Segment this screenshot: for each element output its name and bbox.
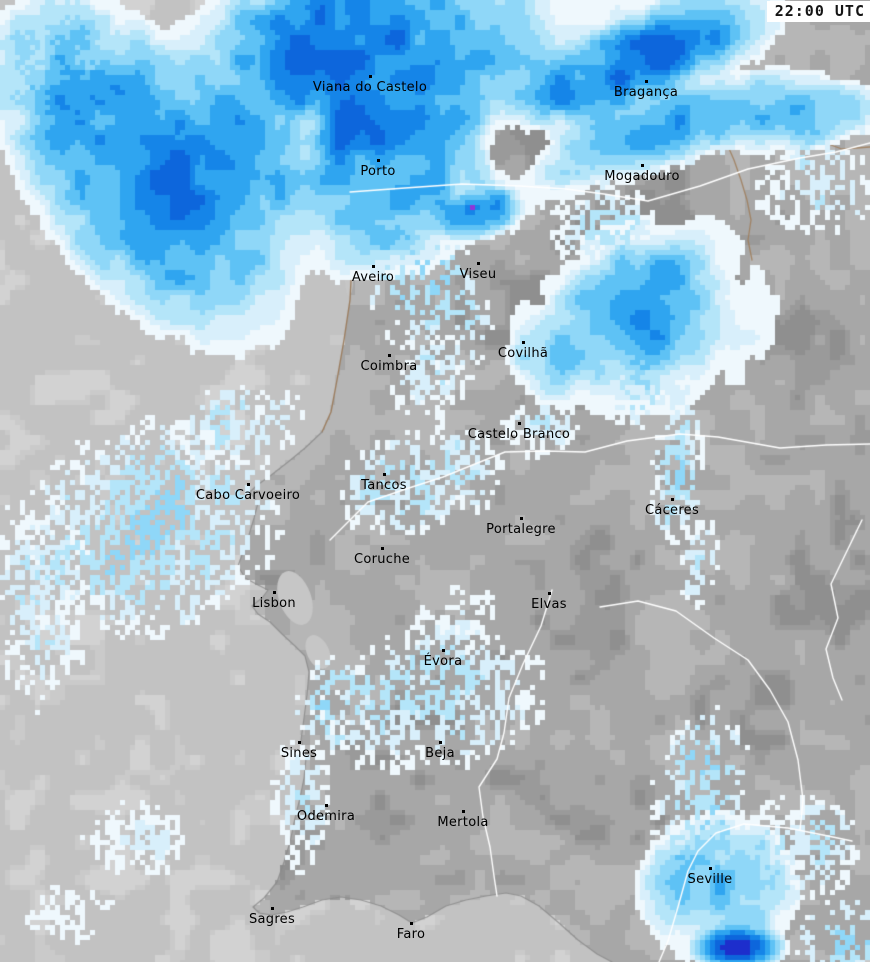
city-dot-porto	[377, 159, 380, 162]
city-label-aveiro: Aveiro	[351, 270, 395, 285]
city-dot-viana-do-castelo	[369, 75, 372, 78]
city-dot-sagres	[271, 907, 274, 910]
city-label-viseu: Viseu	[459, 267, 497, 282]
city-label-caceres: Cáceres	[644, 503, 700, 518]
city-dot-tancos	[383, 473, 386, 476]
timestamp-badge: 22:00 UTC	[766, 1, 870, 22]
city-label-tancos: Tancos	[361, 478, 407, 493]
city-dot-evora	[442, 649, 445, 652]
city-label-beja: Beja	[425, 746, 455, 761]
city-dot-aveiro	[372, 265, 375, 268]
city-label-portalegre: Portalegre	[486, 522, 556, 537]
city-label-coruche: Coruche	[353, 552, 411, 567]
timestamp-text: 22:00 UTC	[774, 2, 865, 20]
city-label-faro: Faro	[396, 927, 426, 942]
city-dot-seville	[709, 867, 712, 870]
city-label-coimbra: Coimbra	[360, 359, 418, 374]
city-dot-odemira	[325, 804, 328, 807]
city-label-braganca: Bragança	[613, 85, 679, 100]
city-dot-coruche	[381, 547, 384, 550]
city-label-covilha: Covilhã	[497, 346, 549, 361]
city-label-odemira: Odemira	[296, 809, 356, 824]
city-label-evora: Évora	[423, 654, 463, 669]
city-dot-cabo-carvoeiro	[247, 483, 250, 486]
city-label-mertola: Mertola	[437, 815, 489, 830]
city-label-porto: Porto	[360, 164, 396, 179]
city-dot-elvas	[548, 592, 551, 595]
city-dot-mogadouro	[641, 164, 644, 167]
city-label-mogadouro: Mogadouro	[604, 169, 680, 184]
city-dot-faro	[410, 922, 413, 925]
city-dot-mertola	[462, 810, 465, 813]
city-label-sines: Sines	[280, 746, 318, 761]
city-label-castelo-branco: Castelo Branco	[467, 427, 571, 442]
city-dot-viseu	[477, 262, 480, 265]
city-dot-beja	[439, 741, 442, 744]
city-dot-lisbon	[273, 591, 276, 594]
city-dot-coimbra	[388, 354, 391, 357]
city-dot-caceres	[671, 498, 674, 501]
city-label-elvas: Elvas	[531, 597, 567, 612]
city-label-seville: Seville	[687, 872, 733, 887]
city-label-cabo-carvoeiro: Cabo Carvoeiro	[195, 488, 301, 503]
city-label-sagres: Sagres	[248, 912, 296, 927]
city-dot-portalegre	[520, 517, 523, 520]
city-label-viana-do-castelo: Viana do Castelo	[312, 80, 428, 95]
city-dot-covilha	[522, 341, 525, 344]
city-label-lisbon: Lisbon	[252, 596, 296, 611]
city-dot-castelo-branco	[518, 422, 521, 425]
city-dot-sines	[298, 741, 301, 744]
city-dot-braganca	[645, 80, 648, 83]
